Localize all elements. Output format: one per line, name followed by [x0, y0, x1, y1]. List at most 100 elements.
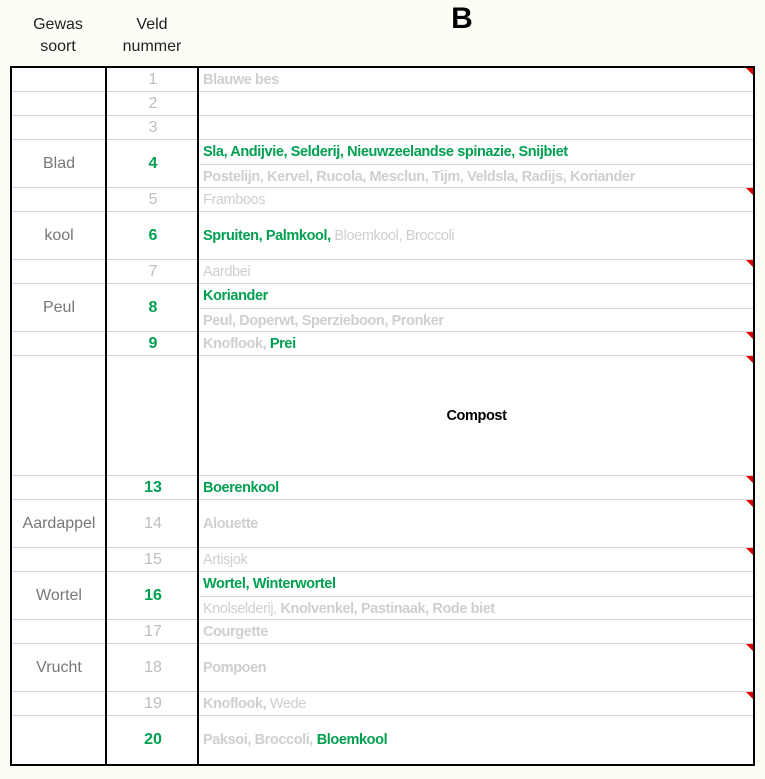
veld-number-cell[interactable]: 13 — [144, 478, 162, 496]
header-veld-line2: nummer — [122, 38, 182, 55]
gewas-cell[interactable] — [12, 620, 106, 643]
crop-cell[interactable]: Artisjok — [200, 548, 753, 571]
crop-text: Sla, Andijvie, Selderij, Nieuwzeelandse … — [203, 143, 568, 160]
veld-number-cell[interactable]: 4 — [148, 154, 158, 172]
crop-cell[interactable]: Boerenkool — [200, 476, 753, 499]
veld-number-cell[interactable]: 8 — [148, 298, 158, 316]
crop-text: Aardbei — [203, 263, 251, 280]
crop-line: Wortel, Winterwortel — [200, 572, 753, 596]
veld-number-cell[interactable]: 2 — [148, 94, 158, 112]
crop-text: Courgette — [203, 623, 268, 640]
crop-text: Framboos — [203, 191, 266, 208]
crop-cell[interactable]: Compost — [200, 356, 753, 475]
crop-line: Knolselderij, Knolvenkel, Pastinaak, Rod… — [200, 595, 753, 620]
gewas-cell[interactable]: Peul — [42, 298, 76, 316]
comment-indicator-icon[interactable] — [746, 332, 753, 339]
crop-cell[interactable]: Knoflook, Prei — [200, 332, 753, 355]
comment-indicator-icon[interactable] — [746, 260, 753, 267]
gewas-cell[interactable]: Wortel — [36, 586, 82, 604]
veld-number-cell[interactable]: 17 — [144, 622, 162, 640]
crop-line: Postelijn, Kervel, Rucola, Mesclun, Tijm… — [200, 163, 753, 188]
crop-cell[interactable]: Spruiten, Palmkool, Bloemkool, Broccoli — [200, 212, 753, 259]
crop-text: Peul, Doperwt, Sperzieboon, Pronker — [203, 312, 444, 329]
veld-number-cell[interactable]: 18 — [144, 658, 162, 676]
veld-number-cell[interactable] — [108, 356, 198, 475]
comment-indicator-icon[interactable] — [746, 644, 753, 651]
gewas-cell[interactable]: kool — [44, 226, 74, 244]
crop-line — [200, 116, 753, 139]
crop-cell[interactable]: Sla, Andijvie, Selderij, Nieuwzeelandse … — [200, 140, 753, 187]
table-row: Aardappel 14 Alouette — [12, 500, 753, 548]
crop-cell[interactable]: Koriander Peul, Doperwt, Sperzieboon, Pro… — [200, 284, 753, 331]
crop-line: Peul, Doperwt, Sperzieboon, Pronker — [200, 307, 753, 332]
veld-number-cell[interactable]: 15 — [144, 550, 162, 568]
crop-cell[interactable] — [200, 92, 753, 115]
crop-cell[interactable]: Aardbei — [200, 260, 753, 283]
crop-line: Spruiten, Palmkool, Bloemkool, Broccoli — [200, 224, 753, 248]
comment-indicator-icon[interactable] — [746, 692, 753, 699]
gewas-cell[interactable] — [12, 188, 106, 211]
gewas-cell[interactable] — [12, 476, 106, 499]
crop-line: Paksoi, Broccoli, Bloemkool — [200, 728, 753, 752]
crop-text: Wortel, Winterwortel — [203, 575, 336, 592]
table-row: 3 — [12, 116, 753, 140]
comment-indicator-icon[interactable] — [746, 68, 753, 75]
veld-number-cell[interactable]: 3 — [148, 118, 158, 136]
crop-text: Knolselderij, — [203, 600, 277, 617]
crop-text: Boerenkool — [203, 479, 279, 496]
crop-cell[interactable]: Framboos — [200, 188, 753, 211]
comment-indicator-icon[interactable] — [746, 476, 753, 483]
gewas-cell[interactable] — [12, 692, 106, 715]
crop-line: Boerenkool — [200, 476, 753, 500]
table-row: Compost — [12, 356, 753, 476]
crop-cell[interactable]: Wortel, Winterwortel Knolselderij, Knolve… — [200, 572, 753, 619]
crop-cell[interactable]: Paksoi, Broccoli, Bloemkool — [200, 716, 753, 764]
comment-indicator-icon[interactable] — [746, 188, 753, 195]
crop-line: Knoflook, Prei — [200, 332, 753, 356]
gewas-cell[interactable] — [12, 356, 106, 475]
gewas-cell[interactable] — [12, 68, 106, 91]
veld-number-cell[interactable]: 7 — [148, 262, 158, 280]
gewas-cell[interactable]: Blad — [42, 154, 76, 172]
crop-cell[interactable]: Blauwe bes — [200, 68, 753, 91]
column-divider — [105, 68, 107, 764]
crop-cell[interactable]: Pompoen — [200, 644, 753, 691]
veld-number-cell[interactable]: 14 — [144, 514, 162, 532]
gewas-cell[interactable]: Aardappel — [22, 514, 96, 532]
crop-cell[interactable]: Alouette — [200, 500, 753, 547]
crop-line: Pompoen — [200, 656, 753, 680]
crop-text: Alouette — [203, 515, 258, 532]
section-title: B — [451, 2, 473, 35]
comment-indicator-icon[interactable] — [746, 548, 753, 555]
crop-cell[interactable] — [200, 116, 753, 139]
veld-number-cell[interactable]: 19 — [144, 694, 162, 712]
table-row: 17 Courgette — [12, 620, 753, 644]
veld-number-cell[interactable]: 20 — [144, 731, 162, 748]
veld-number-cell[interactable]: 16 — [144, 586, 162, 604]
veld-number-cell[interactable]: 9 — [148, 334, 158, 352]
gewas-cell[interactable] — [12, 716, 106, 764]
table-row: 2 — [12, 92, 753, 116]
crop-text: Spruiten, Palmkool, — [203, 227, 331, 244]
column-divider — [197, 68, 199, 764]
crop-text: Postelijn, Kervel, Rucola, Mesclun, Tijm… — [203, 168, 635, 185]
veld-number-cell[interactable]: 5 — [148, 190, 158, 208]
table-row: Peul 8 Koriander Peul, Doperwt, Sperzieboon… — [12, 284, 753, 332]
gewas-cell[interactable] — [12, 260, 106, 283]
comment-indicator-icon[interactable] — [746, 356, 753, 363]
crop-text: Prei — [266, 335, 296, 352]
crop-cell[interactable]: Courgette — [200, 620, 753, 643]
gewas-cell[interactable]: Vrucht — [36, 658, 82, 676]
crop-text: Artisjok — [203, 551, 248, 568]
crop-cell[interactable]: Knoflook, Wede — [200, 692, 753, 715]
gewas-cell[interactable] — [12, 548, 106, 571]
gewas-cell[interactable] — [12, 116, 106, 139]
crop-line — [200, 92, 753, 115]
gewas-cell[interactable] — [12, 332, 106, 355]
veld-number-cell[interactable]: 6 — [148, 226, 158, 244]
crop-text: Bloemkool, Broccoli — [330, 227, 455, 244]
gewas-cell[interactable] — [12, 92, 106, 115]
table-row: 15 Artisjok — [12, 548, 753, 572]
comment-indicator-icon[interactable] — [746, 500, 753, 507]
veld-number-cell[interactable]: 1 — [148, 70, 158, 88]
